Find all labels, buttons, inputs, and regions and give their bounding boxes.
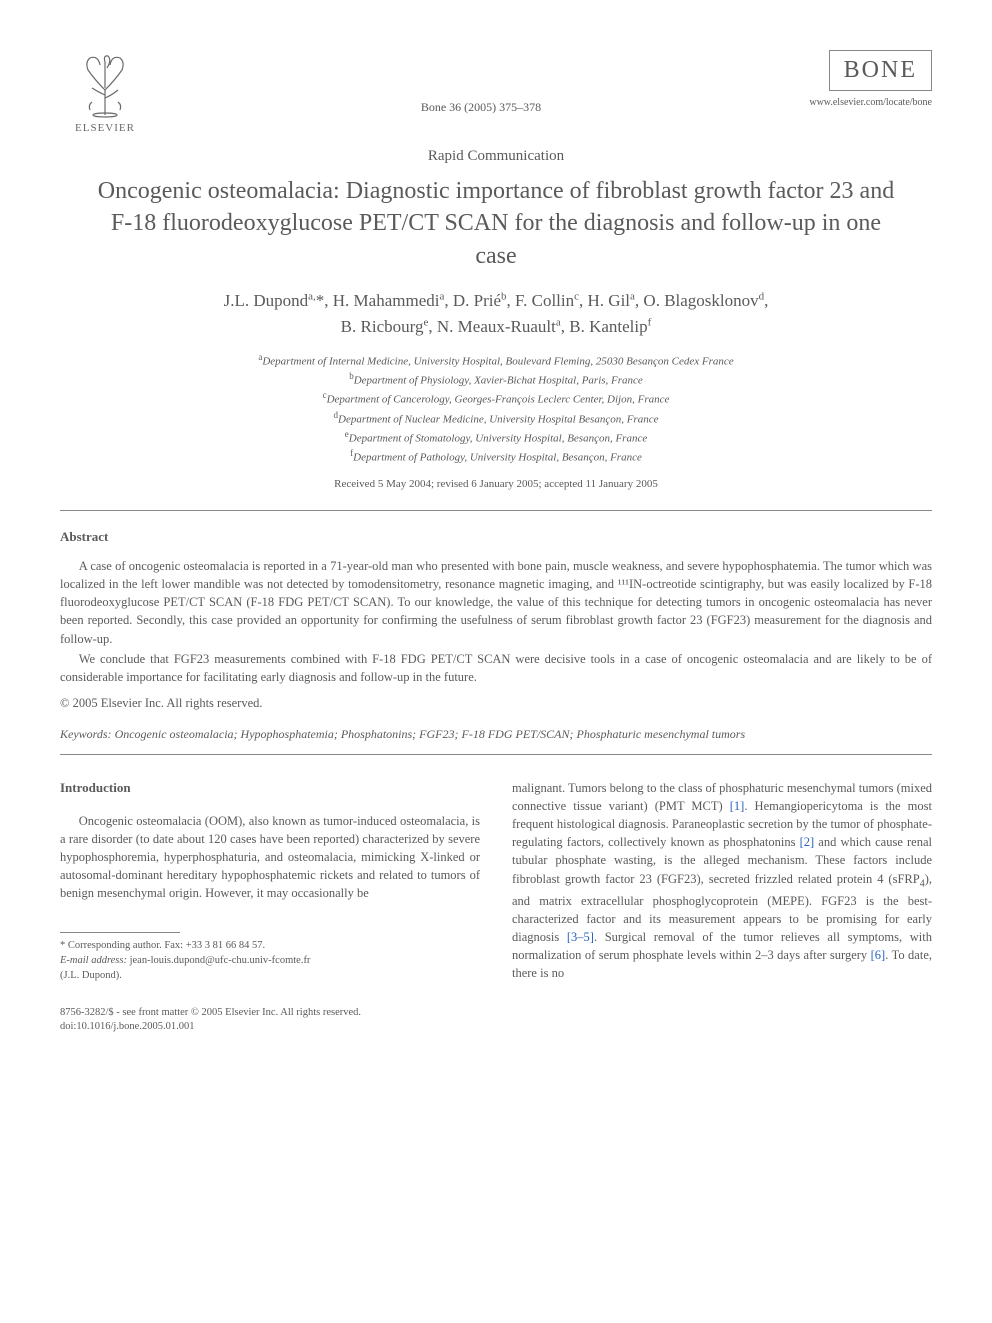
footnote-line: * Corresponding author. Fax: +33 3 81 66…	[60, 939, 480, 954]
body-paragraph: malignant. Tumors belong to the class of…	[512, 779, 932, 982]
author: , B. Kantelip	[561, 317, 648, 336]
author-list: J.L. Duponda,*, H. Mahammedia, D. Priéb,…	[60, 288, 932, 339]
author: , F. Collin	[507, 291, 575, 310]
corresponding-footnote: * Corresponding author. Fax: +33 3 81 66…	[60, 939, 480, 983]
journal-logo: BONE www.elsevier.com/locate/bone	[812, 50, 932, 108]
email-label: E-mail address:	[60, 955, 127, 966]
author: B. Ricbourg	[341, 317, 424, 336]
copyright: © 2005 Elsevier Inc. All rights reserved…	[60, 696, 932, 711]
footnote-line: (J.L. Dupond).	[60, 969, 480, 984]
keywords: Keywords: Oncogenic osteomalacia; Hypoph…	[60, 727, 932, 742]
footer-doi: doi:10.1016/j.bone.2005.01.001	[60, 1020, 480, 1035]
footer: 8756-3282/$ - see front matter © 2005 El…	[60, 1006, 480, 1035]
article-dates: Received 5 May 2004; revised 6 January 2…	[60, 478, 932, 490]
left-column: Introduction Oncogenic osteomalacia (OOM…	[60, 779, 480, 1035]
publisher-name: ELSEVIER	[75, 122, 135, 134]
elsevier-tree-icon	[70, 50, 140, 120]
affiliation: Department of Nuclear Medicine, Universi…	[338, 413, 658, 425]
footnote-line: E-mail address: jean-louis.dupond@ufc-ch…	[60, 954, 480, 969]
email-address: jean-louis.dupond@ufc-chu.univ-fcomte.fr	[127, 955, 310, 966]
footnote-divider	[60, 932, 180, 933]
page-header: ELSEVIER Bone 36 (2005) 375–378 BONE www…	[60, 50, 932, 134]
journal-url: www.elsevier.com/locate/bone	[809, 97, 932, 108]
footer-front-matter: 8756-3282/$ - see front matter © 2005 El…	[60, 1006, 480, 1021]
journal-reference: Bone 36 (2005) 375–378	[150, 50, 812, 115]
affiliation: Department of Pathology, University Hosp…	[353, 452, 642, 464]
citation-link[interactable]: [3–5]	[567, 930, 594, 944]
abstract-body: A case of oncogenic osteomalacia is repo…	[60, 557, 932, 686]
affil-sup: a,	[308, 291, 316, 303]
affiliations: aDepartment of Internal Medicine, Univer…	[60, 351, 932, 466]
author: , O. Blagosklonov	[635, 291, 759, 310]
publisher-logo: ELSEVIER	[60, 50, 150, 134]
divider	[60, 754, 932, 755]
author: , H. Mahammedi	[324, 291, 439, 310]
article-type: Rapid Communication	[60, 148, 932, 165]
affil-sup: f	[648, 316, 652, 328]
keywords-label: Keywords:	[60, 727, 112, 741]
abstract-paragraph: A case of oncogenic osteomalacia is repo…	[60, 557, 932, 648]
author: J.L. Dupond	[224, 291, 309, 310]
article-title: Oncogenic osteomalacia: Diagnostic impor…	[90, 175, 902, 272]
author: , N. Meaux-Ruault	[428, 317, 555, 336]
author: ,	[764, 291, 768, 310]
keywords-text: Oncogenic osteomalacia; Hypophosphatemia…	[112, 727, 746, 741]
affiliation: Department of Physiology, Xavier-Bichat …	[354, 375, 643, 387]
affiliation: Department of Internal Medicine, Univers…	[262, 356, 733, 368]
body-columns: Introduction Oncogenic osteomalacia (OOM…	[60, 779, 932, 1035]
author: , D. Prié	[444, 291, 501, 310]
citation-link[interactable]: [2]	[800, 835, 815, 849]
journal-name: BONE	[829, 50, 932, 91]
corr-mark: *	[316, 291, 325, 310]
body-paragraph: Oncogenic osteomalacia (OOM), also known…	[60, 812, 480, 903]
citation-link[interactable]: [1]	[730, 799, 745, 813]
affiliation: Department of Stomatology, University Ho…	[349, 432, 647, 444]
abstract-heading: Abstract	[60, 529, 932, 545]
affiliation: Department of Cancerology, Georges-Franç…	[327, 394, 670, 406]
divider	[60, 510, 932, 511]
right-column: malignant. Tumors belong to the class of…	[512, 779, 932, 1035]
author: , H. Gil	[579, 291, 630, 310]
abstract-paragraph: We conclude that FGF23 measurements comb…	[60, 650, 932, 686]
section-heading: Introduction	[60, 779, 480, 798]
citation-link[interactable]: [6]	[871, 948, 886, 962]
